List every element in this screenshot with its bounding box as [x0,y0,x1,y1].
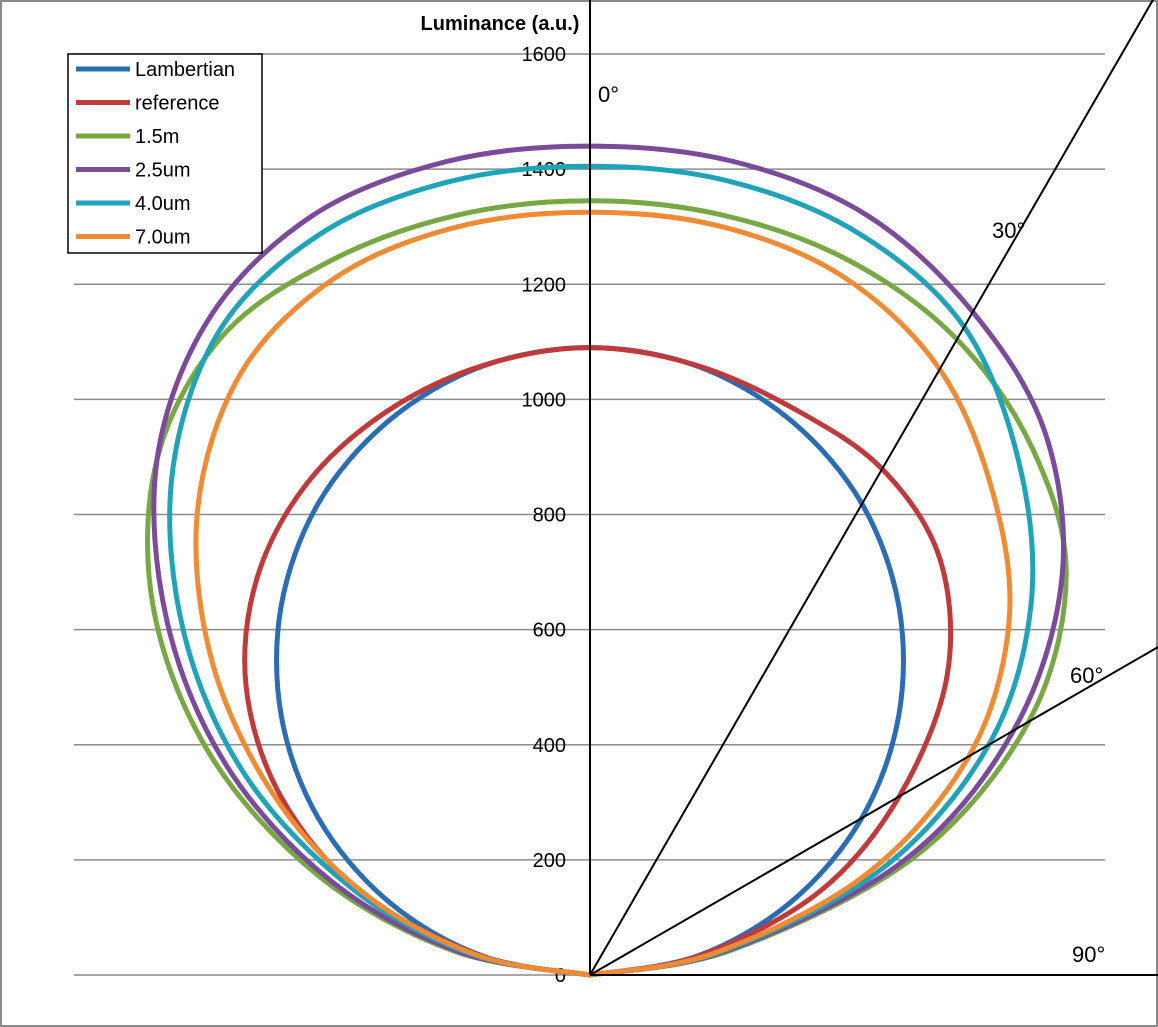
angle-arrow-60 [589,645,1158,976]
angle-label-60: 60° [1070,663,1103,688]
legend-label-reference: reference [135,93,220,115]
y-tick-label: 1200 [522,274,567,296]
y-tick-label: 0 [555,965,566,987]
y-tick-label: 600 [533,620,566,642]
series-curves [145,143,1069,978]
y-tick-label: 1600 [522,44,567,66]
legend-label-4.0um: 4.0um [135,193,191,215]
legend-label-7.0um: 7.0um [135,227,191,249]
angle-arrows: 0° 30° 60° 90° [589,0,1158,976]
legend-label-2.5um: 2.5um [135,160,191,182]
y-tick-label: 400 [533,735,566,757]
angle-label-0: 0° [598,82,619,107]
series-line-1.5m [145,198,1069,978]
y-tick-label: 800 [533,505,566,527]
legend-label-Lambertian: Lambertian [135,59,235,81]
legend-box [67,53,263,254]
legend-label-1.5m: 1.5m [135,126,179,148]
y-tick-label: 1000 [522,389,567,411]
angle-label-30: 30° [992,218,1025,243]
legend: Lambertian reference 1.5m 2.5um 4.0um 7.0um [67,53,263,254]
y-tick-label: 200 [533,850,566,872]
angle-arrow-30 [589,0,1155,976]
angle-label-90: 90° [1072,942,1105,967]
chart-title: Luminance (a.u.) [421,13,580,35]
